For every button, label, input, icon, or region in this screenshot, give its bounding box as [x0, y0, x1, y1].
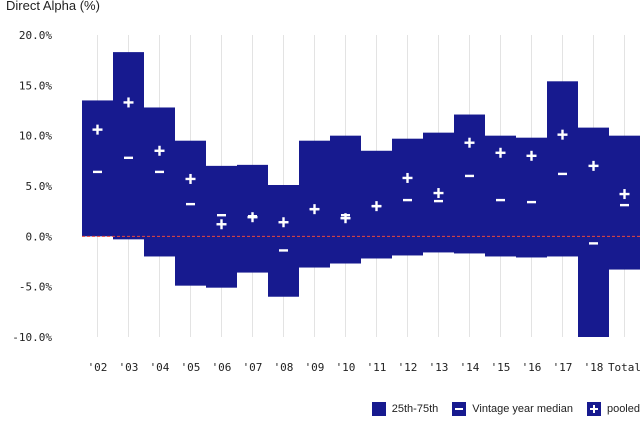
range-box[interactable] — [609, 135, 640, 270]
pooled-marker[interactable] — [247, 212, 258, 223]
y-tick-label: 10.0% — [19, 130, 52, 143]
marker-layer — [92, 97, 630, 252]
pooled-marker[interactable] — [619, 189, 630, 200]
median-marker[interactable] — [465, 174, 474, 178]
x-tick-label: '13 — [429, 361, 449, 374]
y-tick-label: 20.0% — [19, 29, 52, 42]
median-marker[interactable] — [527, 200, 536, 204]
x-tick-label: '17 — [553, 361, 573, 374]
x-tick-label: '02 — [88, 361, 108, 374]
pooled-marker[interactable] — [185, 173, 196, 184]
range-box[interactable] — [330, 135, 361, 264]
range-box[interactable] — [454, 114, 485, 254]
pooled-marker[interactable] — [309, 204, 320, 215]
x-tick-label: '07 — [243, 361, 263, 374]
chart-title: Direct Alpha (%) — [6, 0, 100, 13]
x-tick-label: '14 — [460, 361, 480, 374]
median-marker[interactable] — [124, 156, 133, 160]
median-marker[interactable] — [434, 199, 443, 203]
range-box[interactable] — [578, 127, 609, 337]
median-marker[interactable] — [279, 249, 288, 252]
x-tick-label: '12 — [398, 361, 418, 374]
x-tick-label: '11 — [367, 361, 387, 374]
x-tick-label: '15 — [491, 361, 511, 374]
x-tick-label: '08 — [274, 361, 294, 374]
pooled-marker[interactable] — [433, 188, 444, 199]
range-box[interactable] — [299, 140, 330, 268]
y-axis-ticks: 20.0% 15.0% 10.0% 5.0% 0.0% -5.0% -10.0% — [12, 29, 52, 344]
pooled-marker[interactable] — [402, 172, 413, 183]
x-tick-label: '03 — [119, 361, 139, 374]
y-tick-label: 0.0% — [26, 230, 53, 243]
range-box[interactable] — [82, 100, 113, 237]
legend-label-range: 25th-75th — [391, 403, 439, 415]
median-marker[interactable] — [589, 242, 598, 245]
range-swatch-icon — [371, 402, 386, 416]
median-marker[interactable] — [155, 170, 164, 174]
legend-item-median[interactable]: Vintage year median — [452, 402, 573, 416]
range-box[interactable] — [547, 81, 578, 257]
x-tick-label: '16 — [522, 361, 542, 374]
minus-icon — [452, 402, 467, 416]
pooled-marker[interactable] — [495, 147, 506, 158]
pooled-marker[interactable] — [154, 145, 165, 156]
pooled-marker[interactable] — [371, 201, 382, 212]
x-axis-ticks: '02 '03 '04 '05 '06 '07 '08 '09 '10 '11 '12 '13 '14 '… — [88, 361, 640, 374]
y-tick-label: -5.0% — [19, 281, 52, 294]
legend-item-range[interactable]: 25th-75th — [371, 402, 439, 416]
x-tick-label: '04 — [150, 361, 170, 374]
pooled-marker[interactable] — [588, 160, 599, 171]
pooled-marker[interactable] — [92, 124, 103, 135]
pooled-marker[interactable] — [464, 137, 475, 148]
median-marker[interactable] — [93, 170, 102, 174]
x-tick-label: '06 — [212, 361, 232, 374]
x-tick-label: '09 — [305, 361, 325, 374]
x-tick-label: '10 — [336, 361, 356, 374]
median-marker[interactable] — [403, 198, 412, 202]
pooled-marker[interactable] — [278, 217, 289, 228]
y-tick-label: -10.0% — [12, 331, 52, 344]
x-tick-label: Total — [608, 361, 640, 374]
range-box[interactable] — [113, 52, 144, 240]
median-marker[interactable] — [620, 203, 629, 207]
range-box[interactable] — [175, 140, 206, 286]
median-marker[interactable] — [186, 202, 195, 206]
pooled-marker[interactable] — [526, 150, 537, 161]
y-tick-label: 15.0% — [19, 79, 52, 92]
range-box[interactable] — [268, 184, 299, 297]
x-tick-label: '05 — [181, 361, 201, 374]
plus-icon — [586, 402, 601, 416]
range-box[interactable] — [144, 107, 175, 257]
legend-label-median: Vintage year median — [472, 403, 573, 415]
box-layer — [82, 52, 640, 337]
pooled-marker[interactable] — [340, 213, 351, 224]
y-tick-label: 5.0% — [26, 180, 53, 193]
range-box[interactable] — [392, 138, 423, 256]
median-marker[interactable] — [217, 213, 226, 217]
pooled-marker[interactable] — [123, 97, 134, 108]
legend-label-pooled: pooled — [606, 403, 640, 415]
median-marker[interactable] — [496, 198, 505, 202]
x-tick-label: '18 — [584, 361, 604, 374]
legend: 25th-75th Vintage year median pooled — [371, 400, 640, 418]
median-marker[interactable] — [558, 172, 567, 176]
legend-item-pooled[interactable]: pooled — [586, 402, 640, 416]
pooled-marker[interactable] — [557, 129, 568, 140]
pooled-marker[interactable] — [216, 219, 227, 230]
